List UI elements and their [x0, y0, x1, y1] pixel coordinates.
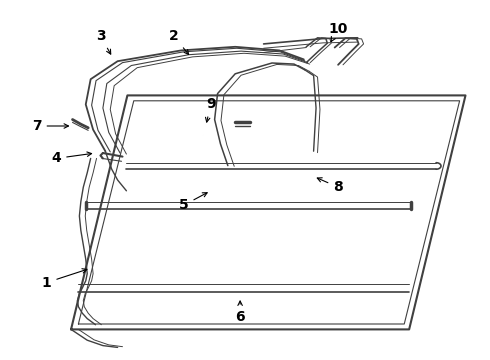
Text: 7: 7 — [32, 119, 69, 133]
Text: 2: 2 — [169, 29, 189, 54]
Text: 3: 3 — [96, 29, 111, 54]
Text: 6: 6 — [235, 301, 245, 324]
Text: 1: 1 — [42, 269, 87, 289]
Text: 9: 9 — [205, 98, 216, 122]
Text: 5: 5 — [179, 193, 207, 212]
Text: 8: 8 — [318, 178, 343, 194]
Text: 10: 10 — [328, 22, 348, 41]
Text: 4: 4 — [51, 152, 92, 165]
